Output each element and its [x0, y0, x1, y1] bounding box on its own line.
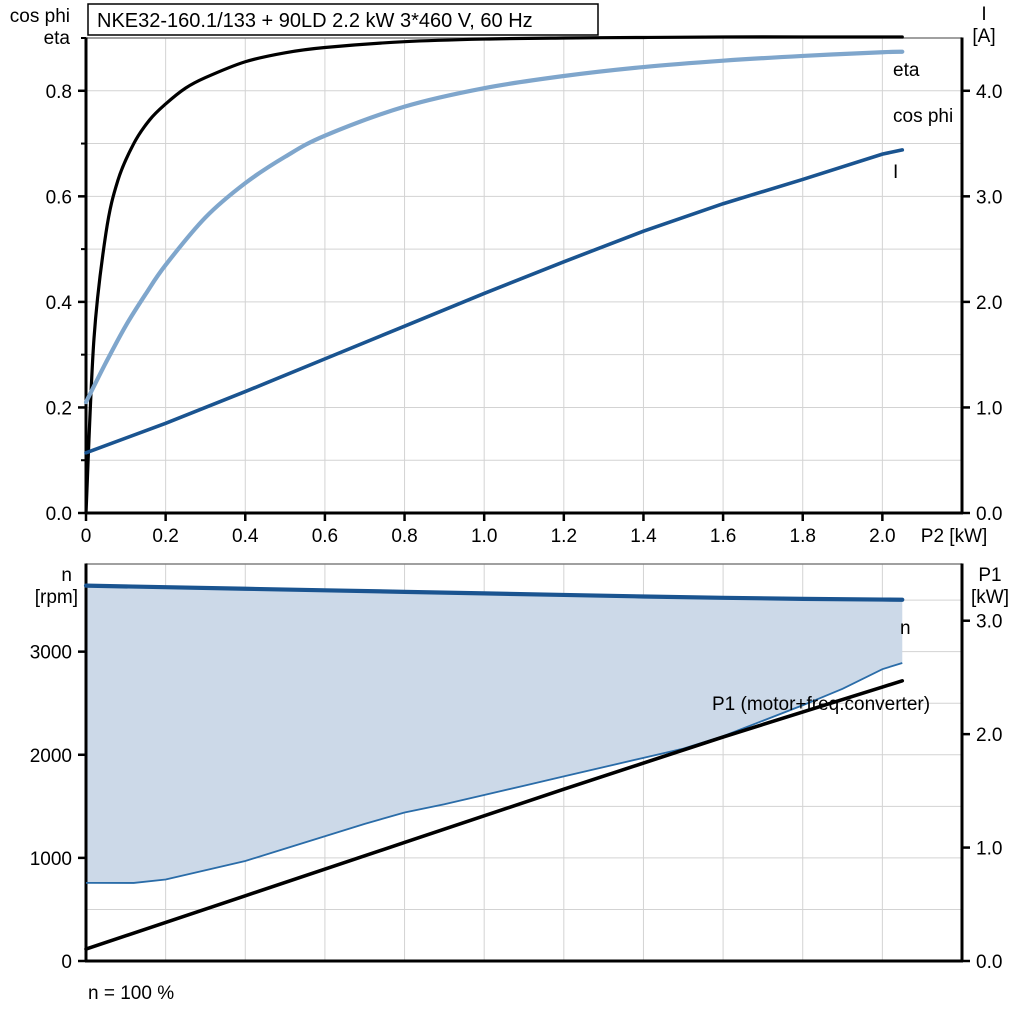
series-line-cos-phi: [83, 49, 905, 405]
tick-label-right: 1.0: [976, 839, 1002, 860]
tick-label-x: 2.0: [869, 526, 895, 547]
tick-label-x: 1.0: [471, 526, 497, 547]
tick-label-right: 4.0: [976, 82, 1002, 103]
chart-title-box: NKE32-160.1/133 + 90LD 2.2 kW 3*460 V, 6…: [87, 3, 599, 36]
tick-label-x: 0.2: [152, 526, 178, 547]
bottom-chart-band: [86, 585, 903, 883]
tick-label-x: 1.6: [710, 526, 736, 547]
tick-label-x: 0.8: [391, 526, 417, 547]
tick-label-x: 1.8: [790, 526, 816, 547]
tick-label-right: 3.0: [976, 612, 1002, 633]
tick-label-right: 0.0: [976, 952, 1002, 973]
tick-label-right: 1.0: [976, 398, 1002, 419]
tick-label-x: 0.4: [232, 526, 259, 547]
series-label-current: I: [893, 162, 898, 183]
series-line-p1: [84, 679, 905, 951]
bottom-chart-right-axis: P1[kW] 0.0 1.0 2.0 3.0: [962, 565, 1009, 973]
bottom-chart-series-labels: n P1 (motor+freq.converter): [712, 618, 930, 715]
top-chart-series-labels: eta cos phi I: [893, 60, 953, 183]
series-line-band-lower: [85, 662, 903, 884]
series-label-cos-phi: cos phi: [893, 106, 953, 127]
series-label-speed: n: [900, 618, 911, 639]
tick-label-right: 3.0: [976, 187, 1002, 208]
tick-label-left: 1000: [30, 849, 72, 870]
chart-title: NKE32-160.1/133 + 90LD 2.2 kW 3*460 V, 6…: [97, 10, 533, 32]
tick-label-left: 0.8: [46, 82, 72, 103]
title-box: [87, 3, 599, 36]
top-chart-grid: [85, 37, 963, 513]
tick-label-x: 1.2: [551, 526, 577, 547]
bottom-chart-frame: [84, 563, 964, 963]
bottom-chart-left-axis: n[rpm] 0 1000 2000 3000: [30, 565, 86, 973]
left-axis-title-line2: [rpm]: [35, 587, 78, 608]
series-label-p1: P1 (motor+freq.converter): [712, 694, 930, 715]
top-chart-right-axis: I[A] 0.0 1.0 2.0 3.0 4.0: [962, 4, 1002, 525]
tick-label-left: 0.0: [46, 504, 72, 525]
top-chart-x-axis: 0 0.2 0.4 0.6 0.8 1.0 1.2 1.4 1.6 1.8 2.0 P2 [kW]: [81, 513, 988, 547]
tick-label-left: 0.6: [46, 187, 72, 208]
top-chart-frame: [84, 37, 964, 515]
band-region-fill: [86, 585, 903, 883]
tick-label-left: 0: [61, 952, 72, 973]
series-label-eta: eta: [893, 60, 920, 81]
bottom-chart-series: [83, 583, 905, 951]
tick-label-x: 1.4: [630, 526, 657, 547]
right-axis-title-line2: [kW]: [971, 587, 1009, 608]
x-axis-title: P2 [kW]: [921, 526, 988, 547]
tick-label-right: 2.0: [976, 725, 1002, 746]
right-axis-title-line2: [A]: [972, 26, 995, 47]
left-axis-title-line1: cos phi: [10, 6, 70, 27]
tick-label-left: 2000: [30, 746, 72, 767]
tick-label-left: 0.4: [46, 293, 73, 314]
series-line-speed: [83, 583, 905, 602]
top-chart-series: [83, 35, 905, 515]
tick-label-x: 0: [81, 526, 92, 547]
right-axis-title-line1: I: [981, 4, 986, 25]
tick-label-left: 3000: [30, 643, 72, 664]
tick-label-right: 2.0: [976, 293, 1002, 314]
left-axis-title-line2: eta: [44, 28, 71, 49]
series-line-current: [84, 148, 905, 455]
left-axis-title-line1: n: [61, 565, 72, 586]
tick-label-right: 0.0: [976, 504, 1002, 525]
series-line-eta: [84, 35, 904, 515]
footer-note: n = 100 %: [88, 983, 174, 1004]
figure-footer: n = 100 %: [88, 983, 174, 1004]
right-axis-title-line1: P1: [978, 565, 1001, 586]
tick-label-left: 0.2: [46, 398, 72, 419]
tick-label-x: 0.6: [312, 526, 338, 547]
